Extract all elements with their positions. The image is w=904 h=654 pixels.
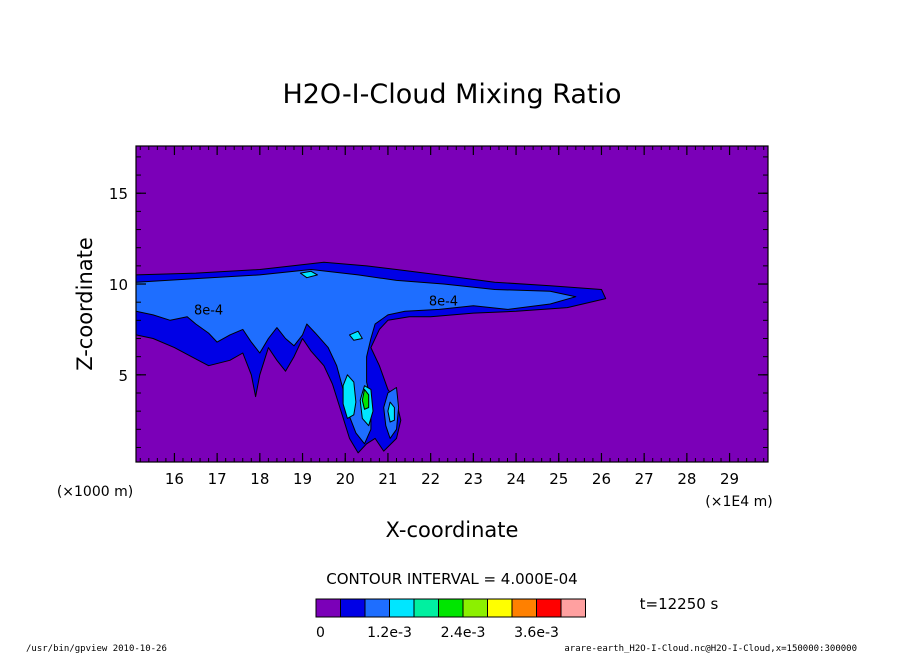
x-tick-label: 19: [293, 470, 312, 488]
contour-region-8: [361, 388, 370, 410]
contour-labels: 8e-4 8e-4: [194, 294, 458, 318]
colorbar-label-0: 0: [316, 625, 325, 641]
axes: 16 17 18 19 20 21 22 23 24 25 26 27 28 29 5 10 15: [109, 145, 769, 488]
time-label: t=12250 s: [640, 595, 719, 613]
x-tick-label: 18: [250, 470, 269, 488]
contour-region-7: [387, 401, 395, 423]
contour-label-0: 8e-4: [194, 303, 223, 318]
contour-region-4: [349, 330, 363, 341]
x-unit-right: (×1E4 m): [705, 494, 772, 510]
x-tick-label: 22: [421, 470, 440, 488]
x-tick-label: 23: [464, 470, 483, 488]
plot-area: [136, 146, 768, 462]
contour-region-3: [299, 270, 318, 279]
colorbar-swatch-7: [487, 598, 513, 618]
x-axis-label: X-coordinate: [386, 518, 519, 542]
colorbar-swatch-5: [438, 598, 464, 618]
y-axis-label: Z-coordinate: [73, 237, 97, 371]
colorbar-label-2: 2.4e-3: [441, 625, 486, 641]
x-tick-label: 29: [720, 470, 739, 488]
x-tick-label: 20: [336, 470, 355, 488]
x-tick-label: 28: [677, 470, 696, 488]
x-tick-label: 27: [635, 470, 654, 488]
colorbar-swatch-4: [413, 598, 439, 618]
footer-right: arare-earth_H2O-I-Cloud.nc@H2O-I-Cloud,x…: [564, 644, 857, 654]
colorbar: 0 1.2e-3 2.4e-3 3.6e-3: [315, 598, 586, 641]
colorbar-swatch-6: [462, 598, 488, 618]
footer-left: /usr/bin/gpview 2010-10-26: [26, 644, 167, 654]
x-tick-label: 17: [208, 470, 227, 488]
colorbar-swatch-10: [560, 598, 586, 618]
colorbar-swatch-8: [511, 598, 537, 618]
x-tick-label: 21: [378, 470, 397, 488]
colorbar-swatch-1: [340, 598, 366, 618]
colorbar-swatch-3: [389, 598, 415, 618]
y-tick-label: 10: [109, 276, 128, 294]
colorbar-label-3: 3.6e-3: [514, 625, 559, 641]
x-unit-left: (×1000 m): [57, 484, 133, 500]
colorbar-swatch-9: [536, 598, 562, 618]
colorbar-swatch-2: [364, 598, 390, 618]
colorbar-swatch-0: [315, 598, 341, 618]
contour-region-1: [136, 269, 577, 445]
x-tick-label: 16: [165, 470, 184, 488]
contour-region-5: [342, 374, 357, 419]
x-tick-label: 26: [592, 470, 611, 488]
x-tick-label: 25: [549, 470, 568, 488]
y-tick-label: 5: [118, 367, 128, 385]
contour-label-1: 8e-4: [429, 294, 458, 309]
x-tick-label: 24: [507, 470, 526, 488]
contour-interval-label: CONTOUR INTERVAL = 4.000E-04: [326, 570, 577, 588]
colorbar-label-1: 1.2e-3: [367, 625, 412, 641]
chart-title: H2O-I-Cloud Mixing Ratio: [282, 79, 621, 110]
y-tick-label: 15: [109, 185, 128, 203]
plot-frame: [135, 145, 769, 463]
